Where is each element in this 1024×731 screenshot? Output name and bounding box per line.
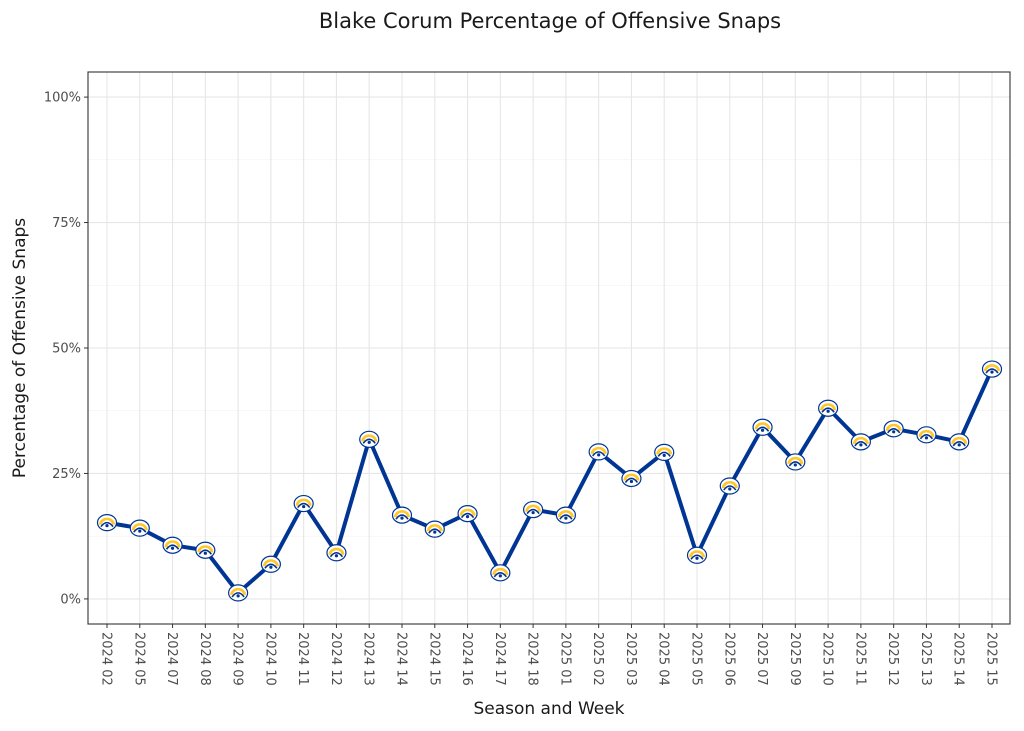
y-tick-label: 100% xyxy=(44,91,81,106)
data-point-team-logo-icon xyxy=(162,536,183,555)
data-point-team-logo-icon xyxy=(817,399,839,418)
x-tick-label: 2025 12 xyxy=(885,632,900,686)
data-point-team-logo-icon xyxy=(588,442,610,461)
axes-group: 0% 25% 50% 75% 100% 2024 02 2024 05 2024 07 2024… xyxy=(44,91,999,686)
data-point-team-logo-icon xyxy=(326,543,347,562)
x-tick-label: 2025 13 xyxy=(918,632,933,686)
data-point-team-logo-icon xyxy=(457,504,478,523)
data-point-team-logo-icon xyxy=(129,519,151,538)
x-tick-label: 2024 14 xyxy=(394,632,409,686)
x-tick-label: 2025 04 xyxy=(656,632,671,686)
x-axis-title: Season and Week xyxy=(473,699,624,719)
x-tick-label: 2025 07 xyxy=(754,632,769,686)
data-point-team-logo-icon xyxy=(686,546,708,565)
x-tick-label: 2024 07 xyxy=(164,632,179,686)
data-point-team-logo-icon xyxy=(194,541,216,560)
data-point-team-logo-icon xyxy=(719,477,741,495)
x-tick-label: 2025 06 xyxy=(721,632,736,686)
data-point-team-logo-icon xyxy=(752,418,773,437)
x-tick-label: 2024 15 xyxy=(426,632,441,686)
x-tick-label: 2024 11 xyxy=(295,632,310,686)
x-tick-label: 2024 17 xyxy=(492,632,507,686)
data-point-team-logo-icon xyxy=(293,494,315,513)
x-tick-label: 2025 02 xyxy=(590,632,605,686)
data-point-team-logo-icon xyxy=(916,425,937,444)
x-tick-label: 2024 08 xyxy=(197,632,212,686)
y-tick-label: 25% xyxy=(52,467,81,482)
x-tick-label: 2024 02 xyxy=(99,632,114,686)
series-line xyxy=(105,367,994,595)
data-point-team-logo-icon xyxy=(424,520,446,539)
data-point-team-logo-icon xyxy=(260,555,282,574)
y-tick-label: 0% xyxy=(60,592,81,607)
x-tick-label: 2025 09 xyxy=(787,632,802,686)
data-point-team-logo-icon xyxy=(522,500,544,519)
x-tick-label: 2025 05 xyxy=(689,632,704,686)
data-point-team-logo-icon xyxy=(391,506,413,524)
data-point-team-logo-icon xyxy=(948,432,970,451)
data-point-team-logo-icon xyxy=(489,563,511,582)
x-tick-label: 2024 05 xyxy=(131,632,146,686)
series-line-group xyxy=(105,367,994,595)
x-tick-label: 2024 18 xyxy=(525,632,540,686)
x-tick-label: 2024 12 xyxy=(328,632,343,686)
y-tick-label: 75% xyxy=(52,216,81,231)
data-point-team-logo-icon xyxy=(653,443,675,462)
data-point-team-logo-icon xyxy=(227,584,249,602)
x-tick-label: 2025 14 xyxy=(951,632,966,686)
markers-group xyxy=(96,360,1003,602)
data-point-team-logo-icon xyxy=(96,513,118,532)
data-point-team-logo-icon xyxy=(784,453,806,471)
chart-title: Blake Corum Percentage of Offensive Snap… xyxy=(319,9,781,33)
x-tick-label: 2025 15 xyxy=(984,632,999,686)
data-point-team-logo-icon xyxy=(621,469,642,488)
x-tick-label: 2024 16 xyxy=(459,632,474,686)
x-tick-label: 2024 13 xyxy=(361,632,376,686)
x-tick-label: 2025 01 xyxy=(557,632,572,686)
grid-lines xyxy=(88,72,1010,624)
x-tick-label: 2025 03 xyxy=(623,632,638,686)
data-point-team-logo-icon xyxy=(850,432,872,451)
y-axis-title: Percentage of Offensive Snaps xyxy=(10,218,30,478)
x-tick-label: 2025 10 xyxy=(820,632,835,686)
data-point-team-logo-icon xyxy=(358,430,380,449)
data-point-team-logo-icon xyxy=(981,360,1003,378)
x-tick-label: 2024 09 xyxy=(230,632,245,686)
y-tick-label: 50% xyxy=(52,342,81,357)
x-tick-label: 2024 10 xyxy=(262,632,277,686)
data-point-team-logo-icon xyxy=(555,506,577,524)
data-point-team-logo-icon xyxy=(883,419,905,438)
x-tick-label: 2025 11 xyxy=(852,632,867,686)
